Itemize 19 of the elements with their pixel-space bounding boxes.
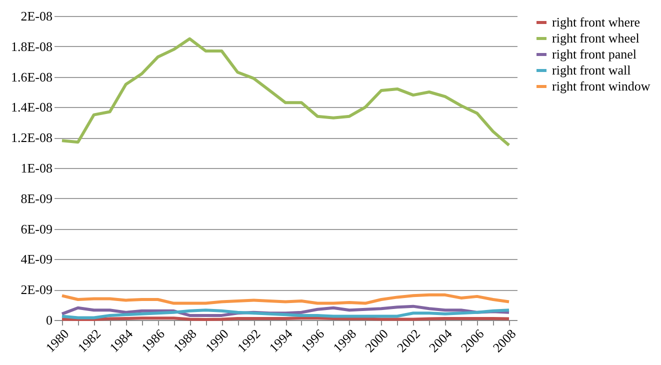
line-series bbox=[60, 293, 511, 305]
line-series bbox=[60, 37, 511, 147]
legend-label: right front panel bbox=[552, 46, 637, 62]
y-tick-label: 0 bbox=[46, 312, 52, 328]
legend-label: right front window bbox=[552, 78, 651, 94]
y-tick-label: 2E-08 bbox=[20, 8, 52, 24]
legend-label: right front where bbox=[552, 14, 640, 30]
y-tick-label: 4E-09 bbox=[20, 252, 52, 267]
y-tick-label: 6E-09 bbox=[20, 221, 52, 236]
y-tick-label: 1.6E-08 bbox=[10, 69, 52, 84]
y-tick-label: 8E-09 bbox=[20, 190, 52, 206]
y-tick-label: 2E-09 bbox=[20, 282, 52, 298]
line-series bbox=[60, 308, 511, 320]
legend-label: right front wall bbox=[552, 62, 632, 78]
y-tick-label: 1.2E-08 bbox=[10, 130, 52, 146]
y-tick-label: 1.8E-08 bbox=[10, 38, 52, 54]
y-tick-label: 1.4E-08 bbox=[10, 100, 52, 115]
y-tick-label: 1E-08 bbox=[20, 160, 52, 176]
legend-label: right front wheel bbox=[552, 30, 640, 46]
